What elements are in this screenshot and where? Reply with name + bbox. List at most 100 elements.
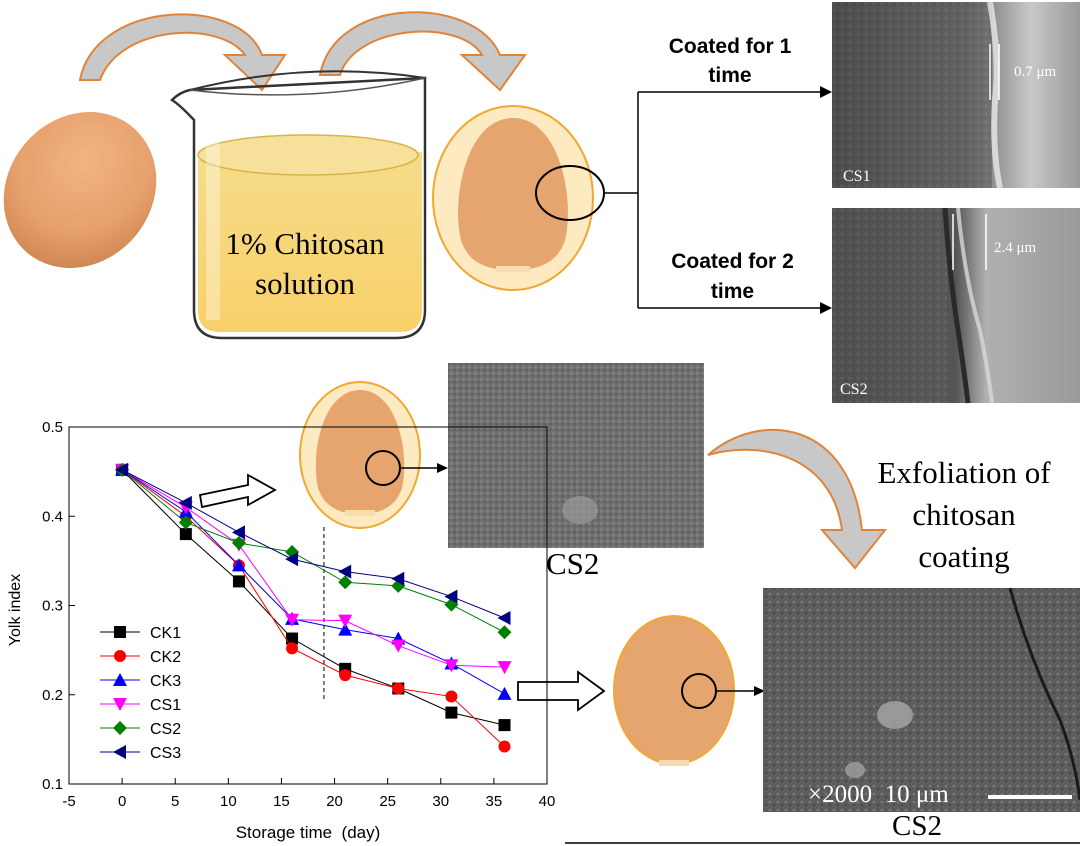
sem-image-cs2-surface — [448, 363, 704, 548]
legend: CK1 CK2 CK3 CS1 CS2 CS3 — [100, 625, 181, 762]
sem-cs1-label: CS1 — [843, 168, 871, 185]
series-line — [121, 469, 505, 726]
legend-item: CK3 — [100, 673, 181, 690]
coated-twice-label: Coated for 2 time — [640, 247, 825, 307]
data-point — [339, 669, 352, 682]
sem-cs1-thickness: 0.7 μm — [1014, 64, 1057, 80]
y-tick-label: 0.2 — [42, 687, 63, 704]
curved-arrow-icon — [707, 428, 888, 570]
y-axis-ticks: 0.1 0.2 0.3 0.4 0.5 — [42, 419, 75, 793]
data-point — [231, 536, 246, 551]
data-point — [285, 613, 300, 627]
hollow-arrow-icon — [517, 670, 606, 712]
data-point — [392, 682, 405, 695]
sem-cs2-surface-caption: CS2 — [546, 546, 600, 581]
data-point — [497, 661, 512, 675]
legend-label: CK2 — [150, 649, 181, 666]
legend-item: CK1 — [100, 625, 181, 642]
y-axis-label: Yolk index — [7, 574, 24, 646]
hollow-arrow-icon — [198, 473, 277, 509]
y-tick-label: 0.1 — [42, 776, 63, 793]
data-point — [444, 589, 458, 604]
beaker-label: 1% Chitosan solution — [200, 224, 410, 304]
legend-marker — [114, 650, 126, 662]
sem-cs2-label: CS2 — [840, 381, 868, 398]
legend-item: CK2 — [100, 649, 181, 666]
data-point — [231, 558, 246, 572]
legend-item: CS2 — [100, 721, 181, 738]
x-tick-label: 30 — [432, 793, 449, 810]
exfoliation-line-2: chitosan — [912, 497, 1016, 532]
sem-cs2-thickness: 2.4 μm — [994, 240, 1037, 256]
legend-marker — [113, 721, 127, 735]
data-point — [445, 690, 458, 703]
legend-label: CK1 — [150, 625, 181, 642]
arrow-head-icon — [820, 86, 832, 98]
coated-egg-icon — [299, 381, 448, 529]
data-point — [444, 659, 459, 673]
coated-once-label: Coated for 1 time — [640, 32, 820, 90]
legend-item: CS3 — [100, 745, 181, 762]
data-point — [338, 564, 352, 579]
legend-marker — [114, 626, 126, 638]
data-point — [498, 740, 511, 753]
series-line — [121, 469, 505, 619]
series-cs3 — [115, 462, 511, 625]
series-layer — [115, 462, 512, 753]
data-point — [286, 642, 299, 655]
egg-icon — [3, 111, 157, 269]
data-point — [338, 622, 353, 636]
beaker-label-line-2: solution — [255, 266, 355, 301]
legend-marker — [113, 673, 127, 686]
data-point — [391, 571, 405, 586]
data-point — [498, 719, 511, 732]
y-tick-label: 0.5 — [42, 419, 63, 436]
data-point — [338, 614, 353, 628]
data-point — [178, 495, 192, 510]
data-point — [445, 706, 458, 719]
data-point — [286, 632, 299, 645]
data-point — [178, 515, 193, 530]
arrow-head-icon — [820, 302, 832, 314]
data-point — [391, 639, 406, 653]
data-point — [497, 625, 512, 640]
legend-label: CS3 — [150, 745, 181, 762]
y-tick-label: 0.3 — [42, 598, 63, 615]
legend-marker — [113, 698, 127, 711]
exfoliation-line-1: Exfoliation of — [877, 455, 1051, 490]
series-line — [121, 469, 505, 747]
x-tick-label: 5 — [171, 793, 179, 810]
sem-cs2-bottom-caption: CS2 — [892, 810, 942, 842]
x-tick-label: 35 — [486, 793, 503, 810]
data-point — [497, 686, 512, 700]
series-line — [121, 469, 505, 633]
data-point — [115, 462, 129, 477]
x-tick-label: 0 — [118, 793, 126, 810]
coated-once-line-1: Coated for 1 — [668, 35, 792, 58]
coated-twice-line-1: Coated for 2 — [671, 250, 794, 273]
x-tick-label: 40 — [539, 793, 556, 810]
legend-label: CS1 — [150, 697, 181, 714]
sem-image-cs2-cross-section — [832, 207, 1080, 404]
x-tick-label: 10 — [220, 793, 237, 810]
x-axis-label: Storage time (day) — [236, 823, 381, 842]
data-point — [179, 528, 192, 541]
egg-icon — [613, 615, 765, 766]
data-point — [232, 575, 245, 588]
x-tick-label: -5 — [62, 793, 75, 810]
beaker-icon — [170, 70, 427, 340]
coated-twice-line-2: time — [710, 280, 755, 303]
data-point — [497, 610, 511, 625]
x-tick-label: 25 — [379, 793, 396, 810]
sem-image-cs2-exfoliated — [763, 587, 1080, 812]
exfoliation-label: Exfoliation of chitosan coating — [850, 452, 1078, 578]
x-axis-ticks: -5 0 5 10 15 20 25 30 35 40 — [62, 778, 555, 810]
coated-once-line-2: time — [708, 64, 752, 87]
legend-label: CS2 — [150, 721, 181, 738]
curved-arrow-icon — [318, 11, 527, 92]
sem-image-cs1 — [832, 1, 1080, 189]
beaker-label-line-1: 1% Chitosan — [225, 226, 385, 261]
x-tick-label: 15 — [273, 793, 290, 810]
data-point — [338, 575, 353, 590]
